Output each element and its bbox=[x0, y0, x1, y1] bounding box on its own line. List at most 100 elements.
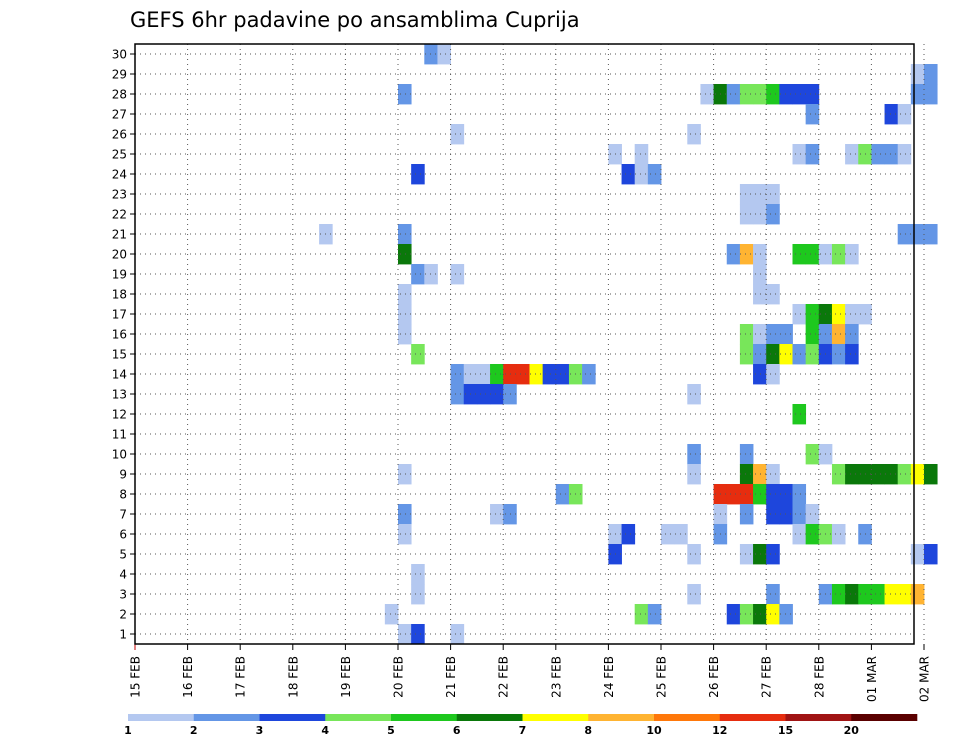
heatmap-cell bbox=[424, 264, 438, 285]
legend-label: 1 bbox=[124, 724, 132, 737]
color-legend: 1 2 3 4 5 6 7 8 10 12 15 20 bbox=[124, 714, 918, 737]
heatmap-cell bbox=[555, 364, 570, 385]
y-tick-label: 24 bbox=[112, 168, 127, 182]
heatmap-cell bbox=[766, 184, 780, 205]
heatmap-cell bbox=[766, 604, 780, 625]
legend-swatch bbox=[522, 714, 589, 721]
legend-swatch bbox=[851, 714, 918, 721]
y-tick-label: 21 bbox=[112, 228, 127, 242]
y-tick-label: 28 bbox=[112, 88, 127, 102]
heatmap-cell bbox=[490, 504, 504, 525]
heatmap-cell bbox=[766, 484, 780, 505]
heatmap-cell bbox=[503, 504, 517, 525]
heatmap-cell bbox=[884, 144, 899, 165]
heatmap-cell bbox=[398, 244, 412, 265]
heatmap-cell bbox=[845, 324, 859, 345]
heatmap-cell bbox=[805, 444, 820, 465]
y-tick-label: 22 bbox=[112, 208, 127, 222]
heatmap-cell bbox=[753, 184, 767, 205]
x-tick-label: 28 FEB bbox=[812, 656, 826, 698]
y-tick-label: 19 bbox=[112, 268, 127, 282]
heatmap-cell bbox=[753, 264, 767, 285]
plot-frame bbox=[134, 43, 915, 645]
heatmap-cell bbox=[779, 484, 793, 505]
heatmap-cell bbox=[739, 544, 754, 565]
heatmap-cell bbox=[411, 264, 425, 285]
heatmap-cell bbox=[831, 344, 846, 365]
heatmap-cell bbox=[805, 304, 820, 325]
heatmap-cell bbox=[450, 264, 465, 285]
heatmap-cell bbox=[766, 284, 780, 305]
heatmap-cell bbox=[411, 164, 425, 185]
heatmap-cell bbox=[726, 484, 741, 505]
heatmap-cell bbox=[845, 464, 859, 485]
heatmap-cell bbox=[779, 324, 793, 345]
y-tick-label: 3 bbox=[119, 588, 127, 602]
heatmap-cell bbox=[529, 364, 544, 385]
heatmap-cell bbox=[805, 524, 820, 545]
heatmap-cell bbox=[398, 624, 412, 645]
legend-swatch bbox=[193, 714, 260, 721]
heatmap-cell bbox=[831, 324, 846, 345]
heatmap-cell bbox=[739, 504, 754, 525]
heatmap-cell bbox=[924, 464, 938, 485]
y-tick-label: 15 bbox=[112, 348, 127, 362]
heatmap-cell bbox=[398, 464, 412, 485]
heatmap-cell bbox=[753, 604, 767, 625]
heatmap-cell bbox=[503, 364, 517, 385]
heatmap-cell bbox=[753, 484, 767, 505]
heatmap-cell bbox=[897, 144, 912, 165]
heatmap-cell bbox=[398, 324, 412, 345]
heatmap-cell bbox=[634, 604, 649, 625]
y-tick-label: 30 bbox=[112, 48, 127, 62]
heatmap-cell bbox=[687, 444, 701, 465]
heatmap-cell bbox=[924, 544, 938, 565]
y-tick-label: 12 bbox=[112, 408, 127, 422]
y-tick-label: 7 bbox=[119, 508, 127, 522]
heatmap-cell bbox=[805, 344, 820, 365]
legend-label: 6 bbox=[453, 724, 461, 737]
heatmap-cell bbox=[910, 584, 925, 605]
heatmap-cell bbox=[753, 84, 767, 105]
heatmap-cell bbox=[398, 504, 412, 525]
heatmap-cell bbox=[792, 504, 807, 525]
legend-label: 8 bbox=[584, 724, 592, 737]
x-tick-label: 23 FEB bbox=[549, 656, 563, 698]
x-tick-label: 16 FEB bbox=[181, 656, 195, 698]
heatmap-cell bbox=[924, 64, 938, 85]
heatmap-cell bbox=[831, 524, 846, 545]
heatmap-cell bbox=[766, 204, 780, 225]
heatmap-cell bbox=[766, 324, 780, 345]
heatmap-cell bbox=[753, 364, 767, 385]
heatmap-cell bbox=[726, 604, 741, 625]
legend-swatch bbox=[259, 714, 326, 721]
y-tick-label: 20 bbox=[112, 248, 127, 262]
x-axis: 15 FEB 16 FEB 17 FEB 18 FEB 19 FEB 20 FEB 21 F… bbox=[129, 644, 932, 702]
legend-label: 4 bbox=[321, 724, 329, 737]
legend-swatch bbox=[719, 714, 786, 721]
heatmap-cell bbox=[766, 364, 780, 385]
heatmap-cell bbox=[661, 524, 675, 545]
heatmap-cell bbox=[792, 304, 807, 325]
heatmap-cell bbox=[490, 364, 504, 385]
x-tick-label: 27 FEB bbox=[760, 656, 774, 698]
heatmap-cell bbox=[884, 104, 899, 125]
x-tick-label: 02 MAR bbox=[918, 656, 932, 702]
legend-label: 3 bbox=[256, 724, 264, 737]
y-tick-label: 23 bbox=[112, 188, 127, 202]
heatmap-cell bbox=[831, 244, 846, 265]
heatmap-cell bbox=[621, 164, 636, 185]
heatmap-cell bbox=[687, 384, 701, 405]
heatmap-cell bbox=[792, 244, 807, 265]
heatmap-cell bbox=[726, 244, 741, 265]
y-tick-label: 5 bbox=[119, 548, 127, 562]
x-tick-label: 19 FEB bbox=[339, 656, 353, 698]
heatmap-cell bbox=[897, 224, 912, 245]
heatmap-cell bbox=[634, 164, 649, 185]
legend-label: 10 bbox=[646, 724, 662, 737]
heatmap-cell bbox=[766, 344, 780, 365]
chart-title: GEFS 6hr padavine po ansamblima Cuprija bbox=[130, 8, 580, 32]
heatmap-cell bbox=[739, 604, 754, 625]
heatmap-cell bbox=[753, 244, 767, 265]
